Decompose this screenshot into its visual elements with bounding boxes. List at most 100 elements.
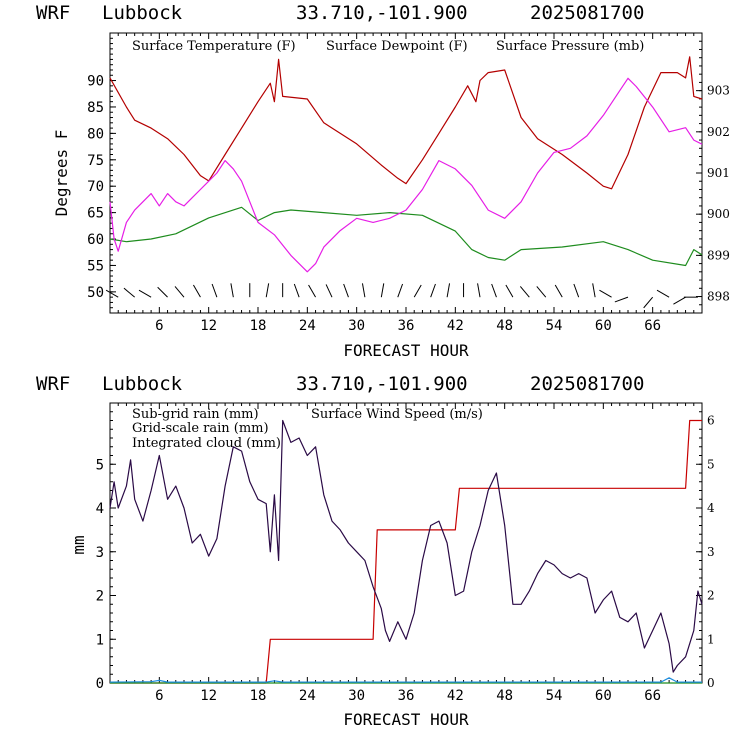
wind-barb (519, 286, 530, 298)
top-y2-tick-label: 903 (707, 84, 730, 98)
bottom-header-model: WRF (36, 373, 70, 395)
legend-cloud: Integrated cloud (mm) (132, 436, 281, 451)
top-y-tick-label: 55 (87, 258, 104, 274)
top-ylabel: Degrees F (52, 130, 71, 217)
wind-barb (643, 296, 654, 309)
top-y-tick-label: 75 (87, 153, 104, 169)
top-y-ticks: 50 55 60 65 70 75 80 85 90 (87, 32, 116, 314)
top-header-coords: 33.710,-101.900 (296, 2, 468, 24)
bottom-y2-tick-label: 5 (707, 457, 715, 471)
bottom-x-tick-label: 24 (299, 688, 316, 704)
bottom-line-wind-speed (109, 419, 703, 673)
bottom-y-ticks: 0 1 2 3 4 5 (96, 411, 116, 692)
top-y-tick-label: 65 (87, 206, 104, 222)
bottom-x-tick-label: 42 (447, 688, 464, 704)
bottom-xlabel: FORECAST HOUR (343, 710, 469, 729)
bottom-y2-tick-label: 6 (707, 414, 715, 428)
wind-barb (614, 296, 629, 303)
bottom-y-tick-label: 2 (96, 589, 104, 605)
wind-barb (211, 283, 218, 298)
bottom-y2-tick-label: 2 (707, 589, 715, 603)
top-line-temperature (109, 56, 703, 190)
wind-barb (174, 286, 185, 298)
top-x-tick-label: 48 (496, 318, 513, 334)
top-header-station: Lubbock (102, 2, 183, 24)
bottom-y2-tick-label: 1 (707, 632, 715, 646)
top-x-tick-label: 6 (155, 318, 163, 334)
bottom-series (109, 419, 703, 684)
wind-barb (361, 283, 366, 298)
top-x-tick-label: 36 (398, 318, 415, 334)
top-header-model: WRF (36, 2, 70, 24)
wind-barb (157, 286, 168, 298)
bottom-x-tick-label: 18 (250, 688, 267, 704)
top-y2-tick-label: 902 (707, 125, 730, 139)
top-x-tick-label: 18 (250, 318, 267, 334)
bottom-header-coords: 33.710,-101.900 (296, 373, 468, 395)
top-y2-tick-label: 899 (707, 248, 730, 262)
top-y2-tick-label: 900 (707, 207, 730, 221)
wind-barb (308, 284, 316, 298)
top-y-tick-label: 70 (87, 179, 104, 195)
bottom-panel: WRF Lubbock 33.710,-101.900 2025081700 S… (36, 373, 715, 729)
bottom-ylabel: mm (69, 535, 88, 554)
top-y-tick-label: 50 (87, 285, 104, 301)
wind-barb (293, 283, 300, 298)
legend-grid-rain: Grid-scale rain (mm) (132, 421, 269, 436)
wind-barb (430, 283, 436, 298)
wind-barb (380, 283, 385, 298)
wind-barb (491, 283, 497, 298)
bottom-x-tick-label: 60 (595, 688, 612, 704)
legend-wind-speed: Surface Wind Speed (m/s) (311, 407, 483, 422)
top-header-run: 2025081700 (530, 2, 644, 24)
wind-barb (397, 283, 404, 298)
top-x-tick-label: 66 (644, 318, 661, 334)
wind-barb (265, 283, 270, 298)
top-y-tick-label: 80 (87, 126, 104, 142)
bottom-x-tick-label: 48 (496, 688, 513, 704)
bottom-x-tick-label: 6 (155, 688, 163, 704)
wind-barb (599, 289, 612, 298)
bottom-y-tick-label: 4 (96, 501, 104, 517)
wind-barb (592, 283, 596, 298)
bottom-line-cloud (109, 677, 702, 683)
top-y2-ticks: 898 899 900 901 902 903 (696, 40, 730, 314)
top-y-tick-label: 85 (87, 100, 104, 116)
top-series (109, 56, 703, 273)
wind-barb (138, 289, 152, 298)
top-x-tick-label: 24 (299, 318, 316, 334)
bottom-header-station: Lubbock (102, 373, 183, 395)
wind-barb (325, 284, 333, 298)
wind-barb (105, 289, 119, 298)
wind-barb (123, 287, 135, 298)
wind-barb (446, 283, 451, 298)
bottom-y-tick-label: 0 (96, 676, 104, 692)
legend-subgrid-rain: Sub-grid rain (mm) (132, 407, 259, 422)
top-x-tick-label: 60 (595, 318, 612, 334)
top-y2-tick-label: 901 (707, 166, 730, 180)
wind-barb (673, 296, 686, 305)
top-y2-tick-label: 898 (707, 290, 730, 304)
wind-barbs (105, 283, 698, 309)
top-line-dewpoint (109, 206, 703, 267)
bottom-x-tick-label: 66 (644, 688, 661, 704)
legend-dewpoint: Surface Dewpoint (F) (326, 39, 468, 54)
bottom-y2-tick-label: 0 (707, 676, 715, 690)
wind-barb (505, 284, 514, 298)
bottom-x-tick-label: 12 (200, 688, 217, 704)
top-x-ticks: 6 12 18 24 30 36 42 48 54 60 66 (117, 33, 695, 334)
wind-barb (573, 283, 580, 298)
bottom-header-run: 2025081700 (530, 373, 644, 395)
bottom-y2-ticks: 0 1 2 3 4 5 6 (696, 411, 715, 690)
bottom-y-tick-label: 3 (96, 545, 104, 561)
bottom-line-subgrid-rain (110, 419, 702, 684)
wind-barb (343, 283, 349, 298)
bottom-y-tick-label: 1 (96, 632, 104, 648)
wind-barb (193, 284, 201, 298)
bottom-x-tick-label: 36 (398, 688, 415, 704)
wind-barb (554, 284, 563, 298)
bottom-y2-tick-label: 4 (707, 501, 715, 515)
bottom-x-tick-label: 54 (546, 688, 563, 704)
legend-pressure: Surface Pressure (mb) (496, 39, 644, 54)
